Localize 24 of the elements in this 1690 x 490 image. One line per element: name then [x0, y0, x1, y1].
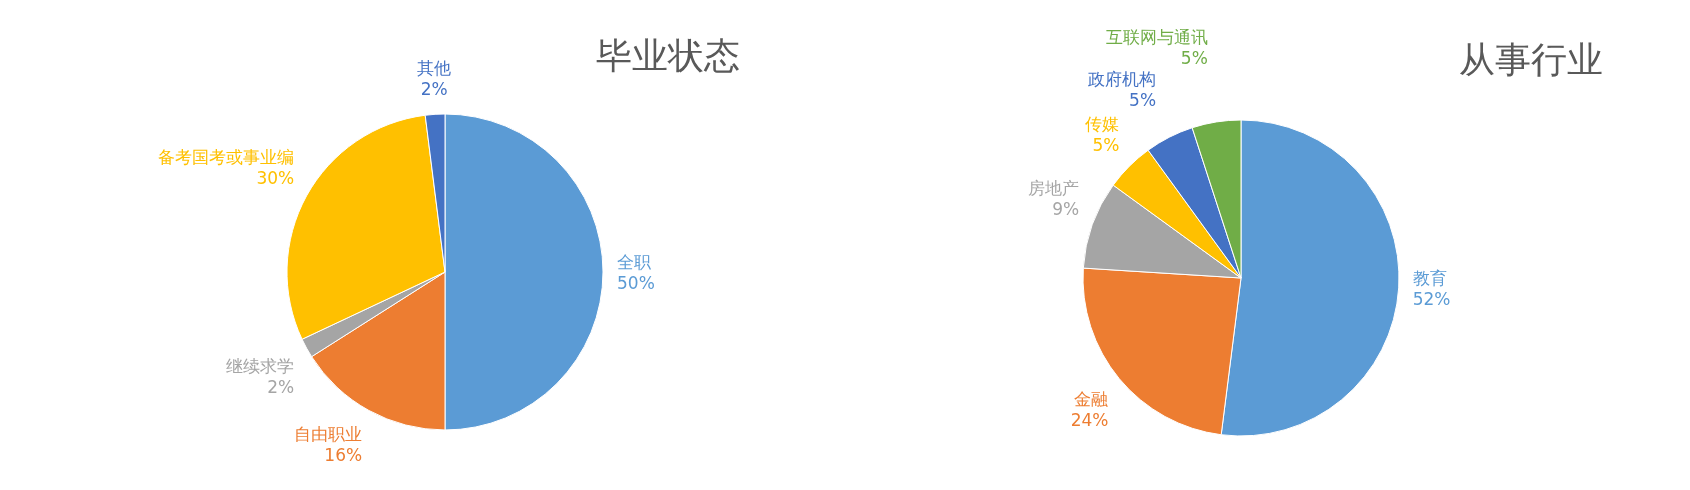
slice-label: 传媒 — [1085, 114, 1120, 135]
slice-label: 继续求学 — [226, 355, 295, 376]
data-label: 5% — [1092, 135, 1120, 156]
slice-label: 互联网与通讯 — [1105, 26, 1208, 47]
data-label: 5% — [1129, 90, 1157, 111]
slice-label: 房地产 — [1028, 177, 1080, 198]
slice-label: 其他 — [417, 58, 452, 79]
data-label: 52% — [1412, 289, 1451, 310]
data-label: 5% — [1180, 47, 1208, 68]
slice-label: 政府机构 — [1088, 69, 1157, 90]
chart-title: 毕业状态 — [596, 35, 740, 76]
data-label: 50% — [617, 272, 655, 293]
data-label: 24% — [1070, 409, 1109, 430]
data-label: 30% — [256, 168, 295, 189]
data-label: 16% — [324, 444, 363, 465]
text: 从事行业 — [1459, 39, 1603, 80]
slice-label: 教育 — [1412, 268, 1447, 289]
slice-label: 自由职业 — [294, 423, 363, 444]
data-label: 2% — [420, 79, 448, 100]
data-label: 9% — [1052, 198, 1080, 219]
slice-label: 金融 — [1074, 388, 1109, 409]
slice-label: 全职 — [617, 251, 651, 272]
data-label: 2% — [267, 376, 295, 397]
slice-label: 备考国考或事业编 — [158, 147, 295, 168]
